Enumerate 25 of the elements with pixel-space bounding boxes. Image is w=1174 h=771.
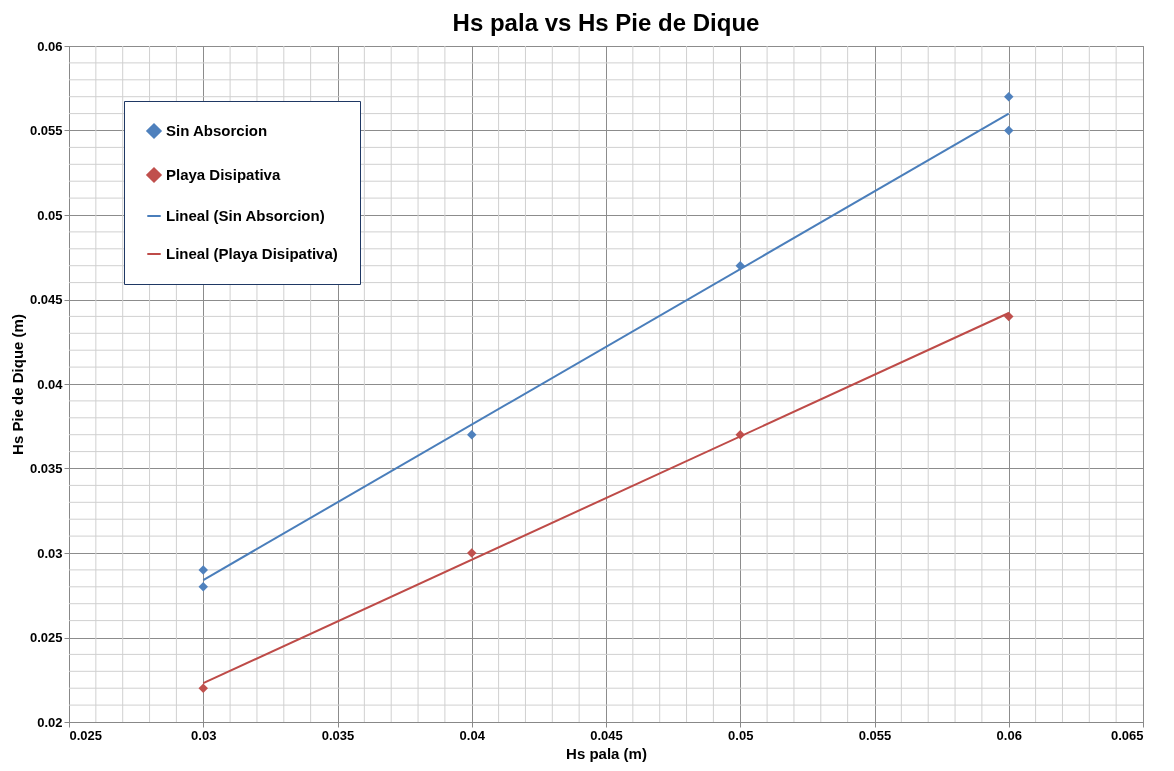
y-tick-label: 0.06 [37,38,63,54]
y-tick-label: 0.055 [29,123,63,138]
legend-label: Playa Disipativa [166,166,281,183]
y-tick-label: 0.02 [37,714,63,730]
x-tick-label: 0.045 [590,727,623,743]
legend-label: Sin Absorcion [166,122,268,139]
y-tick-label: 0.04 [37,376,64,392]
x-tick-label: 0.055 [858,727,892,743]
y-axis-title: Hs Pie de Dique (m) [8,314,26,455]
y-tick-label: 0.05 [37,207,63,223]
y-tick-label: 0.03 [37,545,63,561]
legend-label: Lineal (Playa Disipativa) [166,245,338,262]
y-tick-label: 0.025 [29,630,63,645]
x-tick-label: 0.035 [321,727,355,743]
x-tick-label: 0.025 [69,727,103,743]
x-tick-label: 0.06 [996,727,1022,743]
chart-title: Hs pala vs Hs Pie de Dique [452,9,760,36]
x-tick-label: 0.065 [1110,727,1144,743]
x-tick-label: 0.04 [459,727,486,743]
y-tick-label: 0.035 [29,461,63,476]
y-tick-label: 0.045 [29,292,63,307]
x-tick-label: 0.05 [728,727,754,743]
x-tick-label: 0.03 [191,727,217,743]
legend-label: Lineal (Sin Absorcion) [166,207,325,224]
x-axis-title: Hs pala (m) [566,744,647,762]
